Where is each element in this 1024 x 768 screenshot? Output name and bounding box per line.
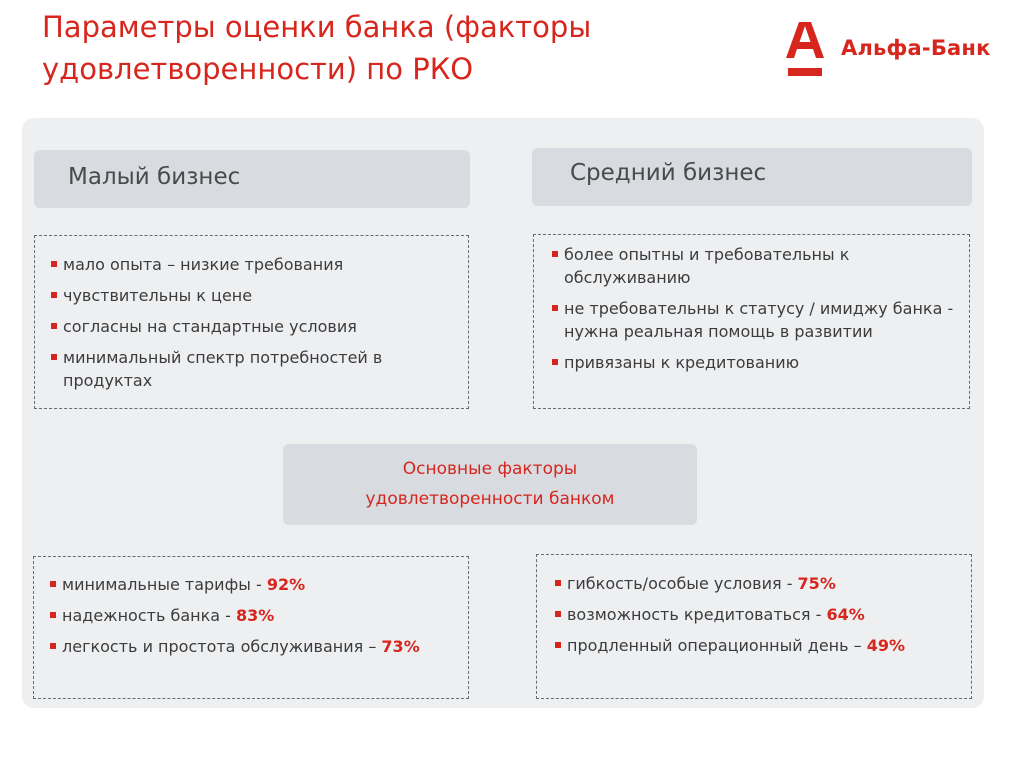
bullet-icon: [51, 323, 57, 329]
factor-percent: 64%: [826, 605, 865, 624]
factor-percent: 83%: [236, 606, 275, 625]
bullet-icon: [50, 643, 56, 649]
bullet-icon: [51, 292, 57, 298]
bullet-icon: [555, 642, 561, 648]
list-item: возможность кредитоваться - 64%: [555, 603, 957, 626]
bullet-icon: [552, 359, 558, 365]
list-item: не требовательны к статусу / имиджу банк…: [552, 297, 955, 343]
factor-percent: 73%: [381, 637, 420, 656]
bullet-icon: [51, 354, 57, 360]
list-item: согласны на стандартные условия: [51, 315, 454, 338]
page-title: Параметры оценки банка (факторы удовлетв…: [42, 6, 682, 90]
trait-text: согласны на стандартные условия: [63, 317, 357, 336]
bullet-icon: [51, 261, 57, 267]
small-business-header: Малый бизнес: [34, 150, 470, 208]
alfa-bank-logo: Альфа-Банк: [786, 20, 996, 82]
page-title-line-1: Параметры оценки банка (факторы: [42, 10, 592, 44]
content-panel: [22, 118, 984, 708]
medium-business-header: Средний бизнес: [532, 148, 972, 206]
bullet-icon: [50, 581, 56, 587]
bullet-icon: [552, 305, 558, 311]
trait-text: мало опыта – низкие требования: [63, 255, 344, 274]
trait-text: не требовательны к статусу / имиджу банк…: [564, 299, 954, 341]
factor-label: возможность кредитоваться -: [567, 605, 827, 624]
factor-percent: 75%: [797, 574, 836, 593]
factor-percent: 49%: [866, 636, 906, 655]
bullet-icon: [555, 611, 561, 617]
trait-text: чувствительны к цене: [63, 286, 253, 305]
small-business-traits: мало опыта – низкие требования чувствите…: [34, 235, 469, 409]
factor-label: минимальные тарифы -: [62, 575, 267, 594]
list-item: более опытны и требовательны к обслужива…: [552, 243, 955, 289]
list-item: гибкость/особые условия - 75%: [555, 572, 957, 595]
list-item: привязаны к кредитованию: [552, 351, 955, 374]
factor-percent: 92%: [266, 575, 306, 594]
bullet-icon: [552, 251, 558, 257]
trait-text: привязаны к кредитованию: [564, 353, 800, 372]
alfa-logo-mark-icon: [786, 22, 824, 76]
factor-label: надежность банка -: [62, 606, 237, 625]
factor-label: легкость и простота обслуживания –: [62, 637, 382, 656]
trait-text: более опытны и требовательны к обслужива…: [564, 245, 850, 287]
medium-business-traits: более опытны и требовательны к обслужива…: [533, 234, 970, 409]
list-item: минимальный спектр потребностей в продук…: [51, 346, 454, 392]
main-factors-line-2: удовлетворенности банком: [365, 489, 615, 509]
medium-business-title: Средний бизнес: [570, 160, 767, 186]
logo-text: Альфа-Банк: [841, 36, 991, 60]
small-business-title: Малый бизнес: [68, 164, 241, 190]
small-business-factors: минимальные тарифы - 92% надежность банк…: [33, 556, 469, 699]
list-item: надежность банка - 83%: [50, 604, 454, 627]
list-item: чувствительны к цене: [51, 284, 454, 307]
list-item: легкость и простота обслуживания – 73%: [50, 635, 454, 658]
page-title-line-2: удовлетворенности) по РКО: [42, 52, 474, 86]
list-item: продленный операционный день – 49%: [555, 634, 957, 657]
list-item: мало опыта – низкие требования: [51, 253, 454, 276]
main-factors-line-1: Основные факторы: [402, 459, 578, 479]
list-item: минимальные тарифы - 92%: [50, 573, 454, 596]
factor-label: продленный операционный день –: [567, 636, 867, 655]
main-factors-box: Основные факторы удовлетворенности банко…: [283, 444, 697, 525]
trait-text: минимальный спектр потребностей в продук…: [63, 348, 383, 390]
factor-label: гибкость/особые условия -: [567, 574, 798, 593]
bullet-icon: [50, 612, 56, 618]
medium-business-factors: гибкость/особые условия - 75% возможност…: [536, 554, 972, 699]
bullet-icon: [555, 580, 561, 586]
